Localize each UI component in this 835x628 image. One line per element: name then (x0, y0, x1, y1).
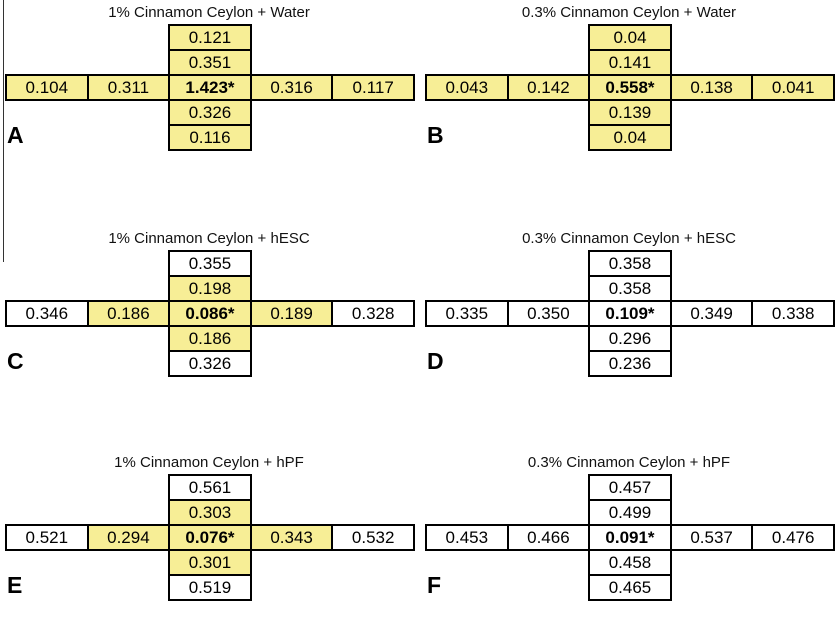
value-cell: 0.311 (86, 74, 171, 101)
value-cell: 0.104 (5, 74, 89, 101)
value-cell: 0.351 (168, 49, 252, 76)
value-cell: 0.186 (86, 300, 171, 327)
panel-title: 0.3% Cinnamon Ceylon + hESC (522, 230, 736, 247)
value-cell: 0.358 (588, 275, 672, 302)
value-cell: 0.499 (588, 499, 672, 526)
value-cell: 0.466 (506, 524, 591, 551)
value-cell: 0.141 (588, 49, 672, 76)
value-cell: 0.117 (331, 74, 415, 101)
value-cell: 0.189 (249, 300, 334, 327)
value-cell: 0.109* (588, 300, 672, 327)
value-cell: 0.358 (588, 250, 672, 277)
value-cell: 0.457 (588, 474, 672, 501)
value-cell: 0.086* (168, 300, 252, 327)
value-cell: 0.236 (588, 350, 672, 377)
value-cell: 0.04 (588, 24, 672, 51)
value-cell: 0.198 (168, 275, 252, 302)
value-cell: 0.561 (168, 474, 252, 501)
panel-title: 1% Cinnamon Ceylon + Water (108, 4, 310, 21)
value-cell: 0.296 (588, 325, 672, 352)
value-cell: 0.04 (588, 124, 672, 151)
value-cell: 1.423* (168, 74, 252, 101)
value-cell: 0.326 (168, 350, 252, 377)
value-cell: 0.346 (5, 300, 89, 327)
value-cell: 0.558* (588, 74, 672, 101)
panel-label: E (7, 572, 23, 598)
panel-title: 0.3% Cinnamon Ceylon + hPF (527, 454, 731, 471)
value-cell: 0.453 (425, 524, 509, 551)
value-cell: 0.349 (669, 300, 754, 327)
value-cell: 0.091* (588, 524, 672, 551)
value-cell: 0.326 (168, 99, 252, 126)
value-cell: 0.116 (168, 124, 252, 151)
value-cell: 0.355 (168, 250, 252, 277)
value-cell: 0.458 (588, 549, 672, 576)
value-cell: 0.476 (751, 524, 835, 551)
value-cell: 0.301 (168, 549, 252, 576)
panel-label: F (427, 572, 442, 598)
divider (3, 0, 4, 262)
value-cell: 0.343 (249, 524, 334, 551)
panel-title: 1% Cinnamon Ceylon + hPF (114, 454, 304, 471)
value-cell: 0.076* (168, 524, 252, 551)
value-cell: 0.519 (168, 574, 252, 601)
value-cell: 0.537 (669, 524, 754, 551)
value-cell: 0.316 (249, 74, 334, 101)
value-cell: 0.294 (86, 524, 171, 551)
value-cell: 0.142 (506, 74, 591, 101)
panel-label: A (7, 122, 24, 148)
value-cell: 0.335 (425, 300, 509, 327)
value-cell: 0.350 (506, 300, 591, 327)
value-cell: 0.041 (751, 74, 835, 101)
value-cell: 0.121 (168, 24, 252, 51)
panel-label: C (7, 348, 24, 374)
value-cell: 0.338 (751, 300, 835, 327)
value-cell: 0.138 (669, 74, 754, 101)
value-cell: 0.521 (5, 524, 89, 551)
value-cell: 0.186 (168, 325, 252, 352)
panel-label: B (427, 122, 444, 148)
panel-label: D (427, 348, 444, 374)
value-cell: 0.328 (331, 300, 415, 327)
value-cell: 0.139 (588, 99, 672, 126)
value-cell: 0.303 (168, 499, 252, 526)
value-cell: 0.043 (425, 74, 509, 101)
value-cell: 0.465 (588, 574, 672, 601)
value-cell: 0.532 (331, 524, 415, 551)
panel-title: 1% Cinnamon Ceylon + hESC (108, 230, 310, 247)
panel-title: 0.3% Cinnamon Ceylon + Water (521, 4, 737, 21)
